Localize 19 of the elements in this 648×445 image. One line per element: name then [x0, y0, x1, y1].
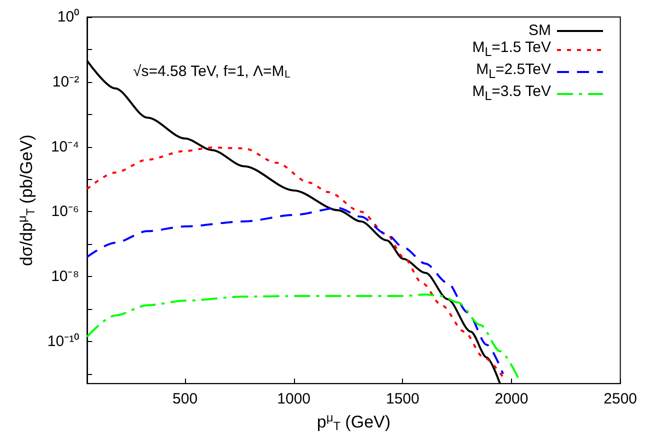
- x-tick-label: 2500: [604, 390, 638, 408]
- line-series: [86, 206, 504, 375]
- y-tick-label: 10⁻⁴: [50, 138, 80, 156]
- x-tick-label: 1000: [277, 390, 311, 408]
- y-tick-label: 10⁻⁸: [51, 268, 80, 286]
- annotation: √s=4.58 TeV, f=1, Λ=ML: [133, 63, 291, 80]
- x-tick-label: 2000: [494, 390, 528, 408]
- y-tick-label: 10⁰: [57, 8, 80, 26]
- y-axis-title: dσ/dpμT (pb/GeV): [15, 134, 38, 266]
- y-tick-label: 10⁻²: [52, 73, 80, 90]
- x-tick-label: 500: [172, 390, 198, 408]
- legend-label: M$_{L}$=1.5 TeV: [472, 39, 551, 61]
- legend-label: M$_{L}$=2.5TeV: [476, 61, 551, 83]
- y-tick-label: 10⁻¹⁰: [47, 332, 80, 350]
- y-tick-label: 10⁻⁶: [51, 203, 80, 220]
- legend-label: SM: [528, 22, 551, 39]
- x-tick-label: 1500: [386, 390, 420, 408]
- legend-label: M$_{L}$=3.5 TeV: [472, 83, 551, 105]
- line-series: [86, 146, 504, 378]
